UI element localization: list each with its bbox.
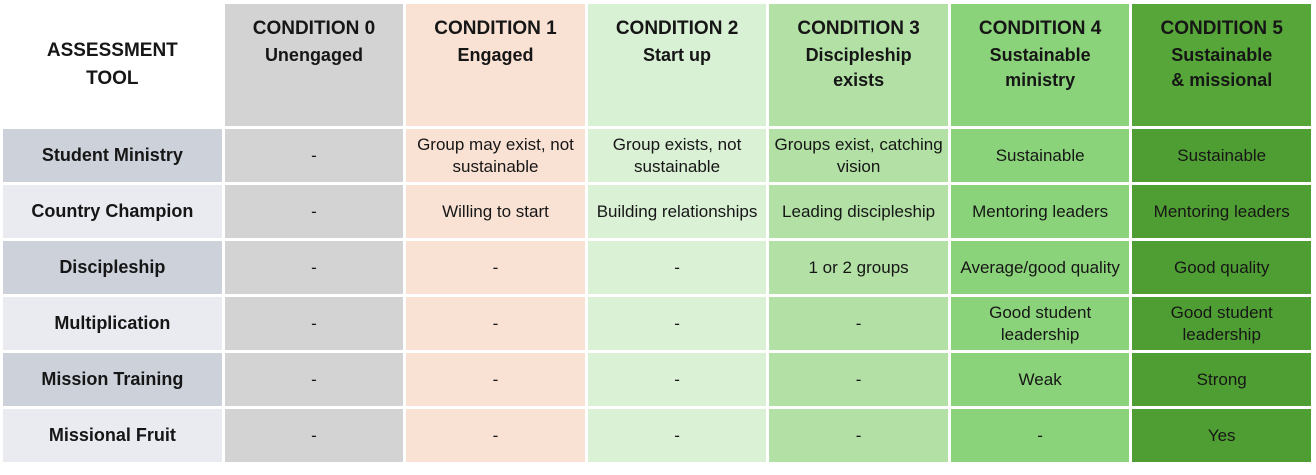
- cell-discipleship-condition-2: -: [587, 241, 767, 294]
- row-label-country-champion: Country Champion: [3, 185, 222, 238]
- cell-mission-training-condition-4: Weak: [950, 353, 1130, 406]
- condition-title: CONDITION 5: [1160, 18, 1283, 39]
- cell-multiplication-condition-4: Good student leadership: [950, 297, 1130, 350]
- cell-student-ministry-condition-1: Group may exist, not sustainable: [406, 129, 585, 182]
- cell-discipleship-condition-3: 1 or 2 groups: [769, 241, 948, 294]
- table-row-discipleship: Discipleship - - -1 or 2 groups Average/good…: [3, 241, 1311, 294]
- condition-title: CONDITION 4: [978, 18, 1102, 39]
- condition-subtitle: Start up: [643, 44, 712, 65]
- condition-title: CONDITION 3: [797, 18, 920, 39]
- column-header-condition-0: CONDITION 0 Unengaged: [224, 4, 404, 126]
- cell-country-champion-condition-2: Building relationships: [587, 185, 767, 238]
- row-label-student-ministry: Student Ministry: [3, 129, 222, 182]
- cell-country-champion-condition-5: Mentoring leaders: [1132, 185, 1311, 238]
- column-header-condition-3: CONDITION 3 Discipleship exists: [769, 4, 948, 126]
- cell-country-champion-condition-3: Leading discipleship: [769, 185, 948, 238]
- cell-country-champion-condition-0: -: [224, 185, 404, 238]
- row-label-multiplication: Multiplication: [3, 297, 222, 350]
- cell-missional-fruit-condition-3: -: [769, 409, 948, 462]
- condition-subtitle: Discipleship exists: [805, 44, 912, 90]
- cell-discipleship-condition-1: -: [406, 241, 585, 294]
- assessment-table: ASSESSMENT TOOL CONDITION 0 Unengaged COND…: [0, 1, 1314, 465]
- row-label-mission-training: Mission Training: [3, 353, 222, 406]
- condition-subtitle: Sustainable & missional: [1171, 44, 1273, 90]
- cell-missional-fruit-condition-0: -: [224, 409, 404, 462]
- cell-student-ministry-condition-3: Groups exist, catching vision: [769, 129, 948, 182]
- cell-country-champion-condition-4: Mentoring leaders: [950, 185, 1130, 238]
- row-label-missional-fruit: Missional Fruit: [3, 409, 222, 462]
- cell-mission-training-condition-2: -: [587, 353, 767, 406]
- column-header-condition-1: CONDITION 1 Engaged: [406, 4, 585, 126]
- cell-missional-fruit-condition-2: -: [587, 409, 767, 462]
- cell-multiplication-condition-3: -: [769, 297, 948, 350]
- condition-subtitle: Engaged: [457, 44, 534, 65]
- corner-header-label: ASSESSMENT TOOL: [46, 40, 178, 89]
- cell-multiplication-condition-5: Good student leadership: [1132, 297, 1311, 350]
- cell-multiplication-condition-1: -: [406, 297, 585, 350]
- cell-multiplication-condition-0: -: [224, 297, 404, 350]
- cell-mission-training-condition-3: -: [769, 353, 948, 406]
- condition-subtitle: Unengaged: [264, 44, 363, 65]
- cell-student-ministry-condition-0: -: [224, 129, 404, 182]
- cell-mission-training-condition-5: Strong: [1132, 353, 1311, 406]
- header-row: ASSESSMENT TOOL CONDITION 0 Unengaged COND…: [3, 4, 1311, 126]
- table-row-multiplication: Multiplication - - - - Good student leadershi…: [3, 297, 1311, 350]
- cell-student-ministry-condition-4: Sustainable: [950, 129, 1130, 182]
- cell-missional-fruit-condition-4: -: [950, 409, 1130, 462]
- row-label-discipleship: Discipleship: [3, 241, 222, 294]
- cell-mission-training-condition-0: -: [224, 353, 404, 406]
- cell-multiplication-condition-2: -: [587, 297, 767, 350]
- condition-title: CONDITION 1: [434, 18, 557, 39]
- table-header: ASSESSMENT TOOL CONDITION 0 Unengaged COND…: [3, 4, 1311, 126]
- table-row-mission-training: Mission Training - - - - Weak Strong: [3, 353, 1311, 406]
- cell-student-ministry-condition-2: Group exists, not sustainable: [587, 129, 767, 182]
- corner-header: ASSESSMENT TOOL: [3, 4, 222, 126]
- cell-discipleship-condition-5: Good quality: [1132, 241, 1311, 294]
- condition-subtitle: Sustainable ministry: [989, 44, 1091, 90]
- condition-title: CONDITION 2: [615, 18, 739, 39]
- table-row-student-ministry: Student Ministry - Group may exist, not su…: [3, 129, 1311, 182]
- table-body: Student Ministry - Group may exist, not su…: [3, 129, 1311, 462]
- column-header-condition-4: CONDITION 4 Sustainable ministry: [950, 4, 1130, 126]
- column-header-condition-2: CONDITION 2 Start up: [587, 4, 767, 126]
- cell-mission-training-condition-1: -: [406, 353, 585, 406]
- cell-missional-fruit-condition-1: -: [406, 409, 585, 462]
- condition-title: CONDITION 0: [252, 18, 376, 39]
- table-row-country-champion: Country Champion - Willing to start Buildin…: [3, 185, 1311, 238]
- cell-student-ministry-condition-5: Sustainable: [1132, 129, 1311, 182]
- column-header-condition-5: CONDITION 5 Sustainable & missional: [1132, 4, 1311, 126]
- cell-discipleship-condition-4: Average/good quality: [950, 241, 1130, 294]
- cell-missional-fruit-condition-5: Yes: [1132, 409, 1311, 462]
- table-row-missional-fruit: Missional Fruit - - - - - Yes: [3, 409, 1311, 462]
- cell-discipleship-condition-0: -: [224, 241, 404, 294]
- cell-country-champion-condition-1: Willing to start: [406, 185, 585, 238]
